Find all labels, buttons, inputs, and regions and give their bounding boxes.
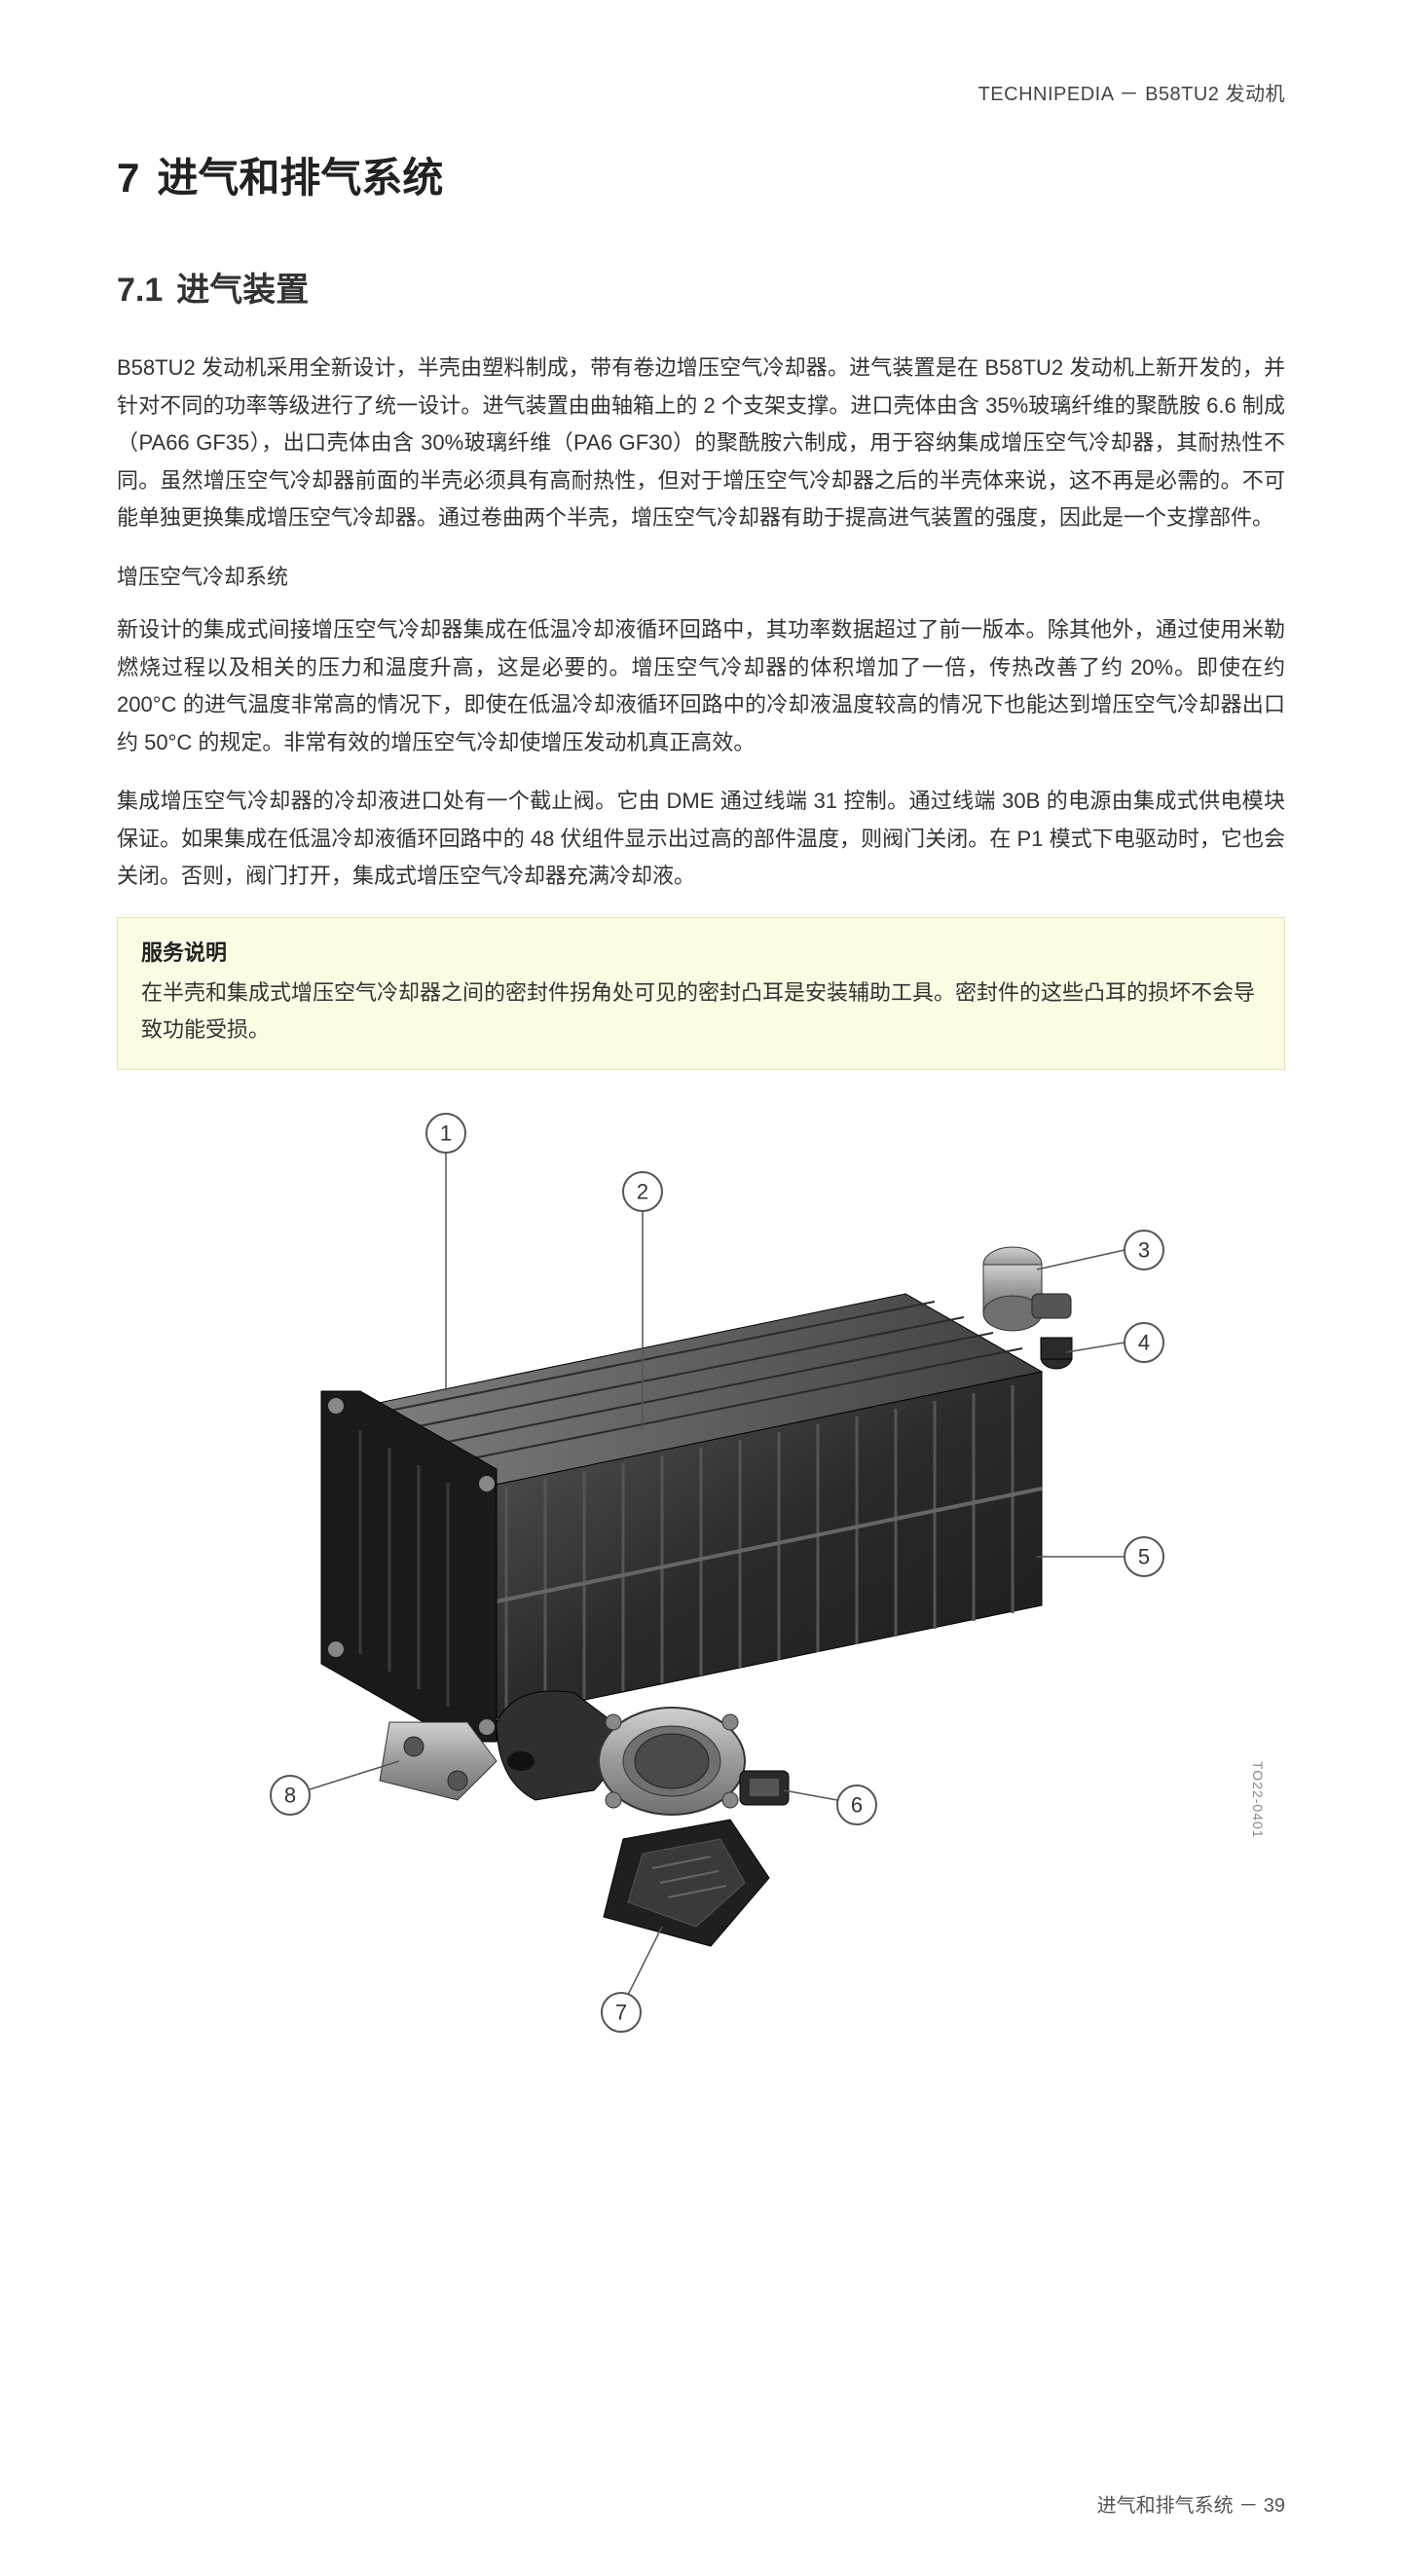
callout-8: 8 (284, 1783, 296, 1807)
callout-1: 1 (440, 1121, 452, 1145)
callout-4: 4 (1138, 1330, 1150, 1354)
service-note-title: 服务说明 (141, 936, 1261, 967)
callout-7: 7 (615, 2000, 627, 2024)
figure-intake-device: 1 2 3 4 5 6 7 8 TO22-0401 (166, 1099, 1236, 2053)
page-header: TECHNIPEDIA － B58TU2 发动机 (117, 78, 1285, 106)
chapter-number: 7 (117, 155, 139, 201)
paragraph-2: 新设计的集成式间接增压空气冷却器集成在低温冷却液循环回路中，其功率数据超过了前一… (117, 611, 1285, 761)
service-note-box: 服务说明 在半壳和集成式增压空气冷却器之间的密封件拐角处可见的密封凸耳是安装辅助… (117, 917, 1285, 1070)
intercooler-body-group (321, 1294, 1042, 1742)
page-footer: 进气和排气系统 － 39 (1097, 2489, 1285, 2518)
callout-3: 3 (1138, 1237, 1150, 1262)
callout-2: 2 (637, 1179, 648, 1203)
figure-svg: 1 2 3 4 5 6 7 8 (166, 1099, 1236, 2053)
sub-heading-1: 增压空气冷却系统 (117, 559, 1285, 597)
figure-code: TO22-0401 (1250, 1761, 1266, 1839)
section-title: 7.1 进气装置 (117, 263, 1285, 311)
service-note-text: 在半壳和集成式增压空气冷却器之间的密封件拐角处可见的密封凸耳是安装辅助工具。密封… (141, 975, 1261, 1049)
throttle-body-group (380, 1691, 789, 1946)
chapter-title-text: 进气和排气系统 (157, 155, 443, 201)
paragraph-3: 集成增压空气冷却器的冷却液进口处有一个截止阀。它由 DME 通过线端 31 控制… (117, 783, 1285, 896)
chapter-title: 7 进气和排气系统 (117, 145, 1285, 204)
section-number: 7.1 (117, 272, 163, 309)
paragraph-1: B58TU2 发动机采用全新设计，半壳由塑料制成，带有卷边增压空气冷却器。进气装… (117, 350, 1285, 537)
callout-6: 6 (851, 1792, 863, 1817)
callout-5: 5 (1138, 1544, 1150, 1568)
section-title-text: 进气装置 (176, 272, 309, 309)
